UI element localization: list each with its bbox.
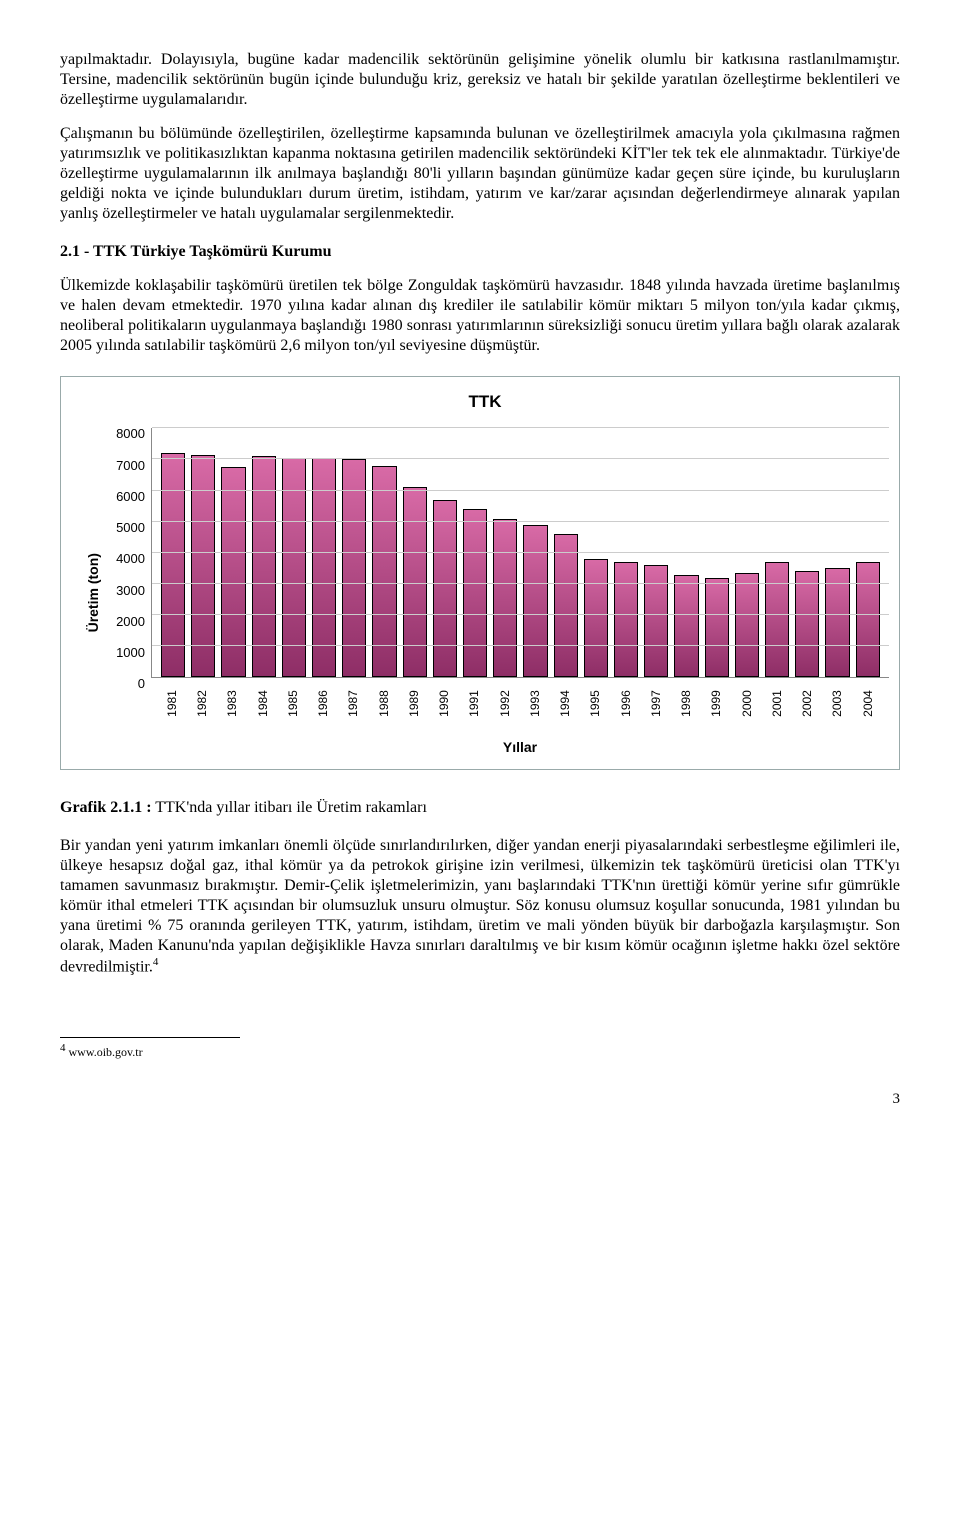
xtick-label: 1992 (490, 682, 520, 713)
footnote: 4 www.oib.gov.tr (60, 1042, 900, 1060)
xtick-label: 1988 (369, 682, 399, 713)
xtick-label: 1998 (671, 682, 701, 713)
xtick-label: 1989 (399, 682, 429, 713)
footnote-ref: 4 (153, 956, 159, 968)
bar (705, 578, 729, 678)
bar (856, 562, 880, 677)
bar (825, 568, 849, 677)
section-heading: 2.1 - TTK Türkiye Taşkömürü Kurumu (60, 242, 900, 262)
bar (584, 559, 608, 677)
paragraph: Bir yandan yeni yatırım imkanları önemli… (60, 836, 900, 977)
chart-caption: Grafik 2.1.1 : TTK'nda yıllar itibarı il… (60, 798, 900, 818)
paragraph: yapılmaktadır. Dolayısıyla, bugüne kadar… (60, 50, 900, 110)
xtick-label: 1994 (550, 682, 580, 713)
chart-xticks: 1981198219831984198519861987198819891990… (151, 678, 889, 713)
xtick-label: 2002 (792, 682, 822, 713)
xtick-label: 1997 (641, 682, 671, 713)
paragraph: Çalışmanın bu bölümünde özelleştirilen, … (60, 124, 900, 224)
paragraph: Ülkemizde koklaşabilir taşkömürü üretile… (60, 276, 900, 356)
xtick-label: 2003 (823, 682, 853, 713)
caption-label: Grafik 2.1.1 : (60, 799, 152, 816)
ttk-chart: TTK Üretim (ton) 01000200030004000500060… (60, 376, 900, 770)
xtick-label: 1995 (581, 682, 611, 713)
bar (493, 519, 517, 678)
footnote-separator (60, 1037, 240, 1038)
bar (554, 534, 578, 677)
xtick-label: 1986 (308, 682, 338, 713)
bar (433, 500, 457, 677)
xtick-label: 1999 (702, 682, 732, 713)
bar (161, 453, 185, 677)
xtick-label: 1987 (339, 682, 369, 713)
chart-plot-area (151, 428, 889, 678)
bar (765, 562, 789, 677)
xtick-label: 1996 (611, 682, 641, 713)
bar (463, 509, 487, 677)
chart-xlabel: Yıllar (151, 739, 889, 757)
page-number: 3 (60, 1090, 900, 1109)
xtick-label: 1983 (218, 682, 248, 713)
xtick-label: 1990 (429, 682, 459, 713)
xtick-label: 1985 (278, 682, 308, 713)
xtick-label: 1981 (157, 682, 187, 713)
chart-title: TTK (81, 391, 889, 412)
bar (191, 455, 215, 678)
bar (795, 571, 819, 677)
xtick-label: 2000 (732, 682, 762, 713)
bar (735, 573, 759, 677)
xtick-label: 2001 (762, 682, 792, 713)
xtick-label: 1991 (460, 682, 490, 713)
caption-text: TTK'nda yıllar itibarı ile Üretim rakaml… (152, 799, 427, 816)
bar (614, 562, 638, 677)
xtick-label: 1984 (248, 682, 278, 713)
xtick-label: 2004 (853, 682, 883, 713)
chart-ylabel: Üretim (ton) (81, 428, 107, 757)
xtick-label: 1993 (520, 682, 550, 713)
xtick-label: 1982 (187, 682, 217, 713)
bar (523, 525, 547, 678)
chart-yticks: 010002000300040005000600070008000 (107, 428, 151, 678)
bar (674, 575, 698, 678)
